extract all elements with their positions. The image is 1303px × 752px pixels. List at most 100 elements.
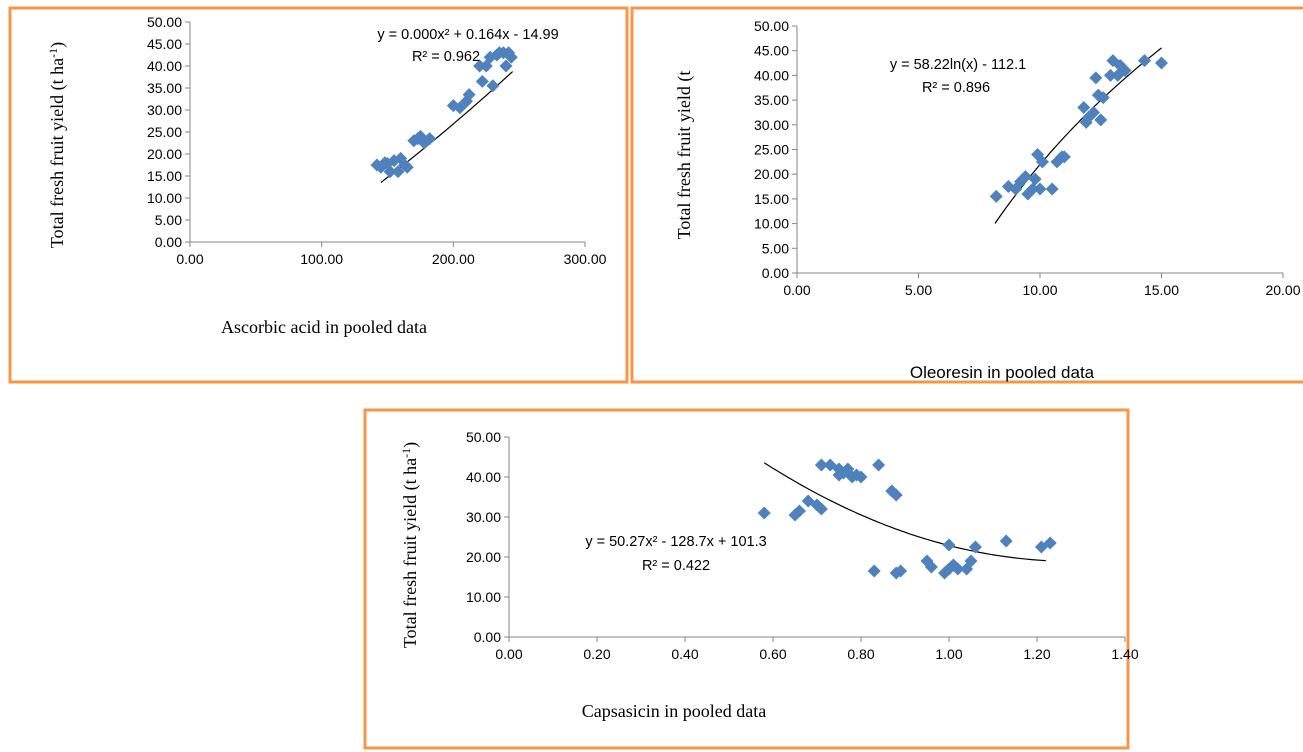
trendline-r2: R² = 0.962 (412, 49, 480, 65)
y-tick-label: 5.00 (762, 240, 789, 256)
data-point (1096, 91, 1110, 105)
y-tick-label: 40.00 (147, 58, 182, 74)
x-tick-label: 300.00 (564, 251, 607, 267)
trendline (994, 47, 1162, 224)
y-tick-label: 50.00 (466, 429, 501, 445)
x-tick-label: 1.00 (935, 646, 962, 662)
trendline-r2: R² = 0.422 (642, 558, 710, 574)
data-point (814, 502, 828, 516)
x-tick-label: 100.00 (300, 251, 343, 267)
chart-ascorbic-acid: 0.00 5.00 10.00 15.00 20.00 25.00 30.00 35.00 40… (46, 14, 607, 337)
x-tick-label: 0.80 (847, 646, 874, 662)
y-tick-label: 25.00 (147, 124, 182, 140)
x-tick-label: 10.00 (1022, 282, 1057, 298)
x-tick-label: 15.00 (1144, 282, 1179, 298)
data-point (792, 504, 806, 518)
data-point (504, 50, 518, 64)
data-point (924, 560, 938, 574)
panel-2-frame (630, 6, 1303, 384)
data-point (1057, 150, 1071, 164)
x-tick-label: 0.40 (671, 646, 698, 662)
data-point (499, 59, 513, 73)
data-point (894, 564, 908, 578)
data-point (502, 46, 516, 60)
panel-3-frame (363, 408, 1130, 750)
data-point (423, 132, 437, 146)
y-tick-label: 20.00 (147, 146, 182, 162)
trendline-r2: R² = 0.896 (922, 80, 990, 96)
data-point (854, 470, 868, 484)
y-axis-label: Total fresh fruit yield (t (674, 71, 695, 240)
y-axis-label: Total fresh fruit yield (t ha-1) (399, 442, 421, 648)
x-axis-label: Capsasicin in pooled data (582, 701, 766, 721)
data-point (1045, 182, 1059, 196)
y-tick-label: 40.00 (754, 67, 789, 83)
x-tick-label: 0.00 (783, 282, 810, 298)
data-point (1014, 175, 1028, 189)
data-point (1155, 56, 1168, 70)
y-tick-label: 25.00 (754, 142, 789, 158)
data-point (486, 79, 500, 93)
data-point (999, 534, 1013, 548)
data-point (1033, 182, 1047, 196)
y-tick-label: 35.00 (147, 80, 182, 96)
y-tick-label: 35.00 (754, 92, 789, 108)
data-point (1118, 63, 1132, 77)
data-point (400, 160, 414, 174)
y-tick-label: 45.00 (754, 43, 789, 59)
x-tick-label: 0.00 (176, 251, 203, 267)
y-tick-label: 30.00 (147, 102, 182, 118)
y-tick-label: 30.00 (754, 117, 789, 133)
data-point (453, 101, 467, 115)
y-tick-label: 15.00 (147, 168, 182, 184)
y-tick-label: 10.00 (147, 190, 182, 206)
x-tick-label: 1.40 (1111, 646, 1138, 662)
data-point (757, 506, 771, 520)
chart-capsasicin: 0.00 10.00 20.00 30.00 40.00 50.00 0.00 0.20 0.4… (399, 429, 1139, 721)
y-tick-label: 10.00 (466, 589, 501, 605)
data-point (1018, 170, 1032, 184)
y-tick-label: 0.00 (474, 629, 501, 645)
data-point (475, 74, 489, 88)
data-point (1094, 113, 1108, 127)
data-point (964, 554, 978, 568)
trendline-equation: y = 50.27x² - 128.7x + 101.3 (585, 534, 766, 550)
data-point (1043, 536, 1057, 550)
x-tick-label: 20.00 (1265, 282, 1300, 298)
trendline-equation: y = 58.22ln(x) - 112.1 (890, 57, 1026, 73)
x-tick-label: 5.00 (905, 282, 932, 298)
data-point (462, 88, 476, 102)
x-tick-label: 0.20 (583, 646, 610, 662)
data-point (989, 189, 1003, 203)
data-point (1137, 54, 1151, 68)
data-point (942, 538, 956, 552)
x-axis-label: Oleoresin in pooled data (910, 363, 1095, 382)
data-point (1103, 68, 1117, 82)
data-point (889, 488, 903, 502)
data-point (1035, 155, 1049, 169)
x-tick-label: 0.60 (759, 646, 786, 662)
trendline-equation: y = 0.000x² + 0.164x - 14.99 (377, 27, 558, 43)
data-point (867, 564, 881, 578)
x-axis-label: Ascorbic acid in pooled data (221, 317, 427, 337)
y-tick-label: 10.00 (754, 216, 789, 232)
data-point (383, 165, 397, 179)
data-point (1077, 101, 1091, 115)
y-tick-label: 0.00 (155, 234, 182, 250)
data-point (814, 458, 828, 472)
y-tick-label: 40.00 (466, 469, 501, 485)
y-axis-label: Total fresh fruit yield (t ha-1) (46, 42, 68, 248)
panel-1-frame (8, 6, 629, 384)
y-tick-label: 50.00 (147, 14, 182, 30)
data-point (872, 458, 886, 472)
x-tick-label: 0.00 (495, 646, 522, 662)
data-point (968, 540, 982, 554)
trendline (763, 462, 1046, 562)
data-point (951, 562, 965, 576)
y-tick-label: 20.00 (466, 549, 501, 565)
x-tick-label: 200.00 (432, 251, 475, 267)
x-tick-label: 1.20 (1023, 646, 1050, 662)
y-tick-label: 0.00 (762, 265, 789, 281)
data-point (1086, 105, 1100, 119)
